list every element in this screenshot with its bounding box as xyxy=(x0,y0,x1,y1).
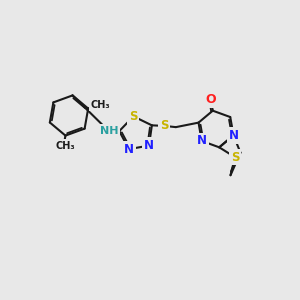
Text: N: N xyxy=(144,139,154,152)
Text: O: O xyxy=(206,93,216,106)
Text: S: S xyxy=(129,110,138,123)
Text: N: N xyxy=(197,134,207,148)
Text: NH: NH xyxy=(100,126,118,136)
Text: CH₃: CH₃ xyxy=(90,100,110,110)
Text: S: S xyxy=(231,151,239,164)
Text: N: N xyxy=(229,129,238,142)
Text: S: S xyxy=(160,119,169,132)
Text: CH₃: CH₃ xyxy=(56,141,75,151)
Text: N: N xyxy=(124,142,134,156)
